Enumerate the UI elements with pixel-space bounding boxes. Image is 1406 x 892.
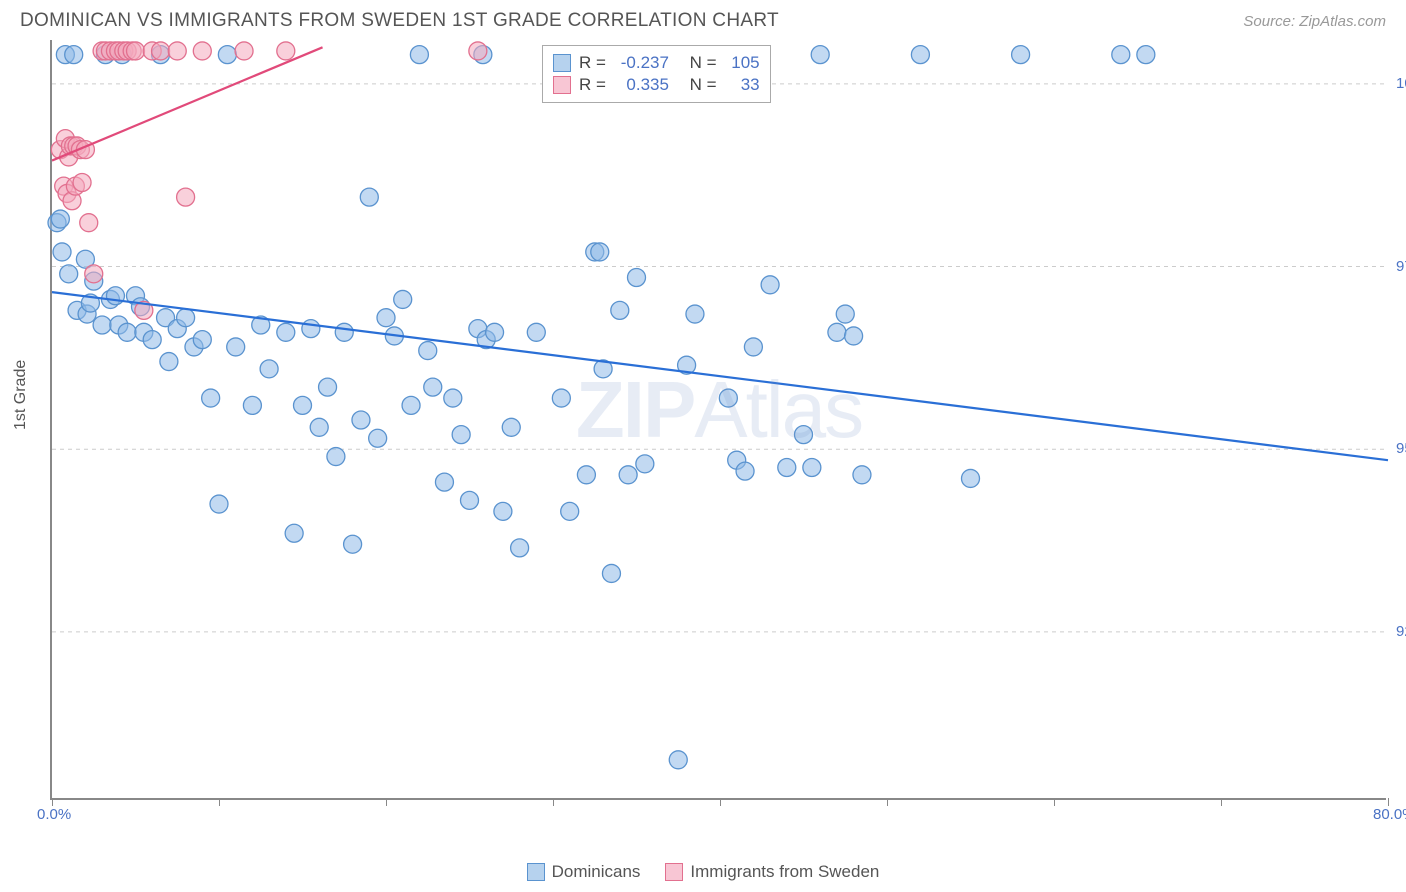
stats-n-label-2: N = bbox=[690, 75, 717, 95]
source-name: ZipAtlas.com bbox=[1299, 13, 1386, 30]
legend-swatch-2 bbox=[665, 863, 683, 881]
legend-item-2: Immigrants from Sweden bbox=[665, 862, 879, 882]
legend-label-2: Immigrants from Sweden bbox=[690, 862, 879, 882]
stats-r-value-1: -0.237 bbox=[614, 53, 669, 73]
stats-r-label-1: R = bbox=[579, 53, 606, 73]
x-tick-label: 0.0% bbox=[37, 806, 71, 823]
stats-box: R = -0.237 N = 105 R = 0.335 N = 33 bbox=[542, 45, 771, 103]
stats-r-value-2: 0.335 bbox=[614, 75, 669, 95]
source-prefix: Source: bbox=[1243, 13, 1299, 30]
y-tick-label: 97.5% bbox=[1396, 258, 1406, 275]
stats-n-value-2: 33 bbox=[725, 75, 760, 95]
chart-title: DOMINICAN VS IMMIGRANTS FROM SWEDEN 1ST … bbox=[20, 10, 779, 32]
y-tick-label: 92.5% bbox=[1396, 623, 1406, 640]
legend-swatch-1 bbox=[527, 863, 545, 881]
legend-label-1: Dominicans bbox=[552, 862, 641, 882]
stats-row-2: R = 0.335 N = 33 bbox=[553, 74, 760, 96]
stats-n-label-1: N = bbox=[690, 53, 717, 73]
legend: Dominicans Immigrants from Sweden bbox=[0, 862, 1406, 882]
x-tick-label: 80.0% bbox=[1373, 806, 1406, 823]
stats-n-value-1: 105 bbox=[725, 53, 760, 73]
source-attribution: Source: ZipAtlas.com bbox=[1243, 13, 1386, 30]
stats-r-label-2: R = bbox=[579, 75, 606, 95]
swatch-series2 bbox=[553, 76, 571, 94]
y-tick-label: 100.0% bbox=[1396, 75, 1406, 92]
legend-item-1: Dominicans bbox=[527, 862, 641, 882]
scatter-svg bbox=[52, 40, 1386, 798]
stats-row-1: R = -0.237 N = 105 bbox=[553, 52, 760, 74]
y-axis-label: 1st Grade bbox=[12, 360, 30, 430]
chart-plot-area: ZIPAtlas R = -0.237 N = 105 R = 0.335 N … bbox=[50, 40, 1386, 800]
y-tick-label: 95.0% bbox=[1396, 440, 1406, 457]
swatch-series1 bbox=[553, 54, 571, 72]
